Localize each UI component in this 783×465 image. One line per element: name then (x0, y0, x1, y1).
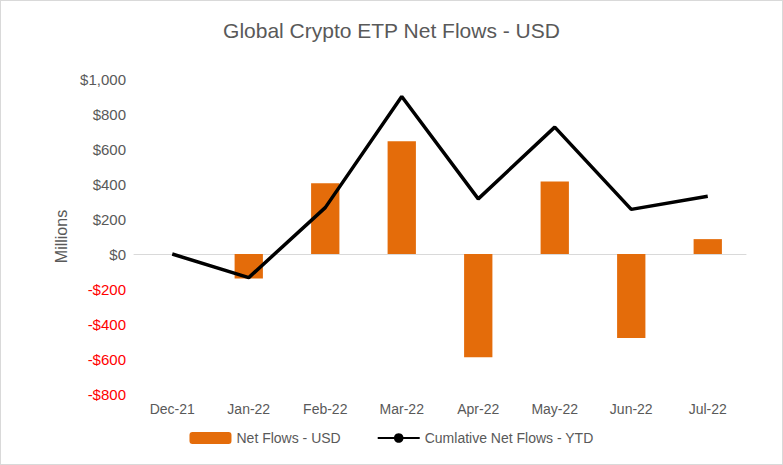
svg-text:$600: $600 (93, 141, 126, 158)
svg-text:Global Crypto ETP Net Flows -: Global Crypto ETP Net Flows - USD (223, 19, 560, 42)
svg-text:Jun-22: Jun-22 (610, 401, 653, 417)
svg-text:Jan-22: Jan-22 (227, 401, 270, 417)
svg-text:Mar-22: Mar-22 (380, 401, 425, 417)
svg-text:$400: $400 (93, 176, 126, 193)
svg-text:-$600: -$600 (88, 351, 126, 368)
svg-text:Feb-22: Feb-22 (303, 401, 348, 417)
svg-text:-$400: -$400 (88, 316, 126, 333)
svg-text:$200: $200 (93, 211, 126, 228)
svg-text:$1,000: $1,000 (80, 71, 126, 88)
svg-text:-$200: -$200 (88, 281, 126, 298)
svg-text:Net Flows - USD: Net Flows - USD (236, 430, 340, 446)
svg-text:Dec-21: Dec-21 (150, 401, 195, 417)
svg-text:Millions: Millions (53, 210, 70, 263)
svg-text:$0: $0 (109, 246, 126, 263)
svg-text:Apr-22: Apr-22 (457, 401, 499, 417)
svg-text:Cumlative Net Flows - YTD: Cumlative Net Flows - YTD (425, 430, 594, 446)
svg-text:$800: $800 (93, 106, 126, 123)
svg-text:-$800: -$800 (88, 386, 126, 403)
svg-text:May-22: May-22 (531, 401, 578, 417)
svg-text:Jul-22: Jul-22 (689, 401, 727, 417)
